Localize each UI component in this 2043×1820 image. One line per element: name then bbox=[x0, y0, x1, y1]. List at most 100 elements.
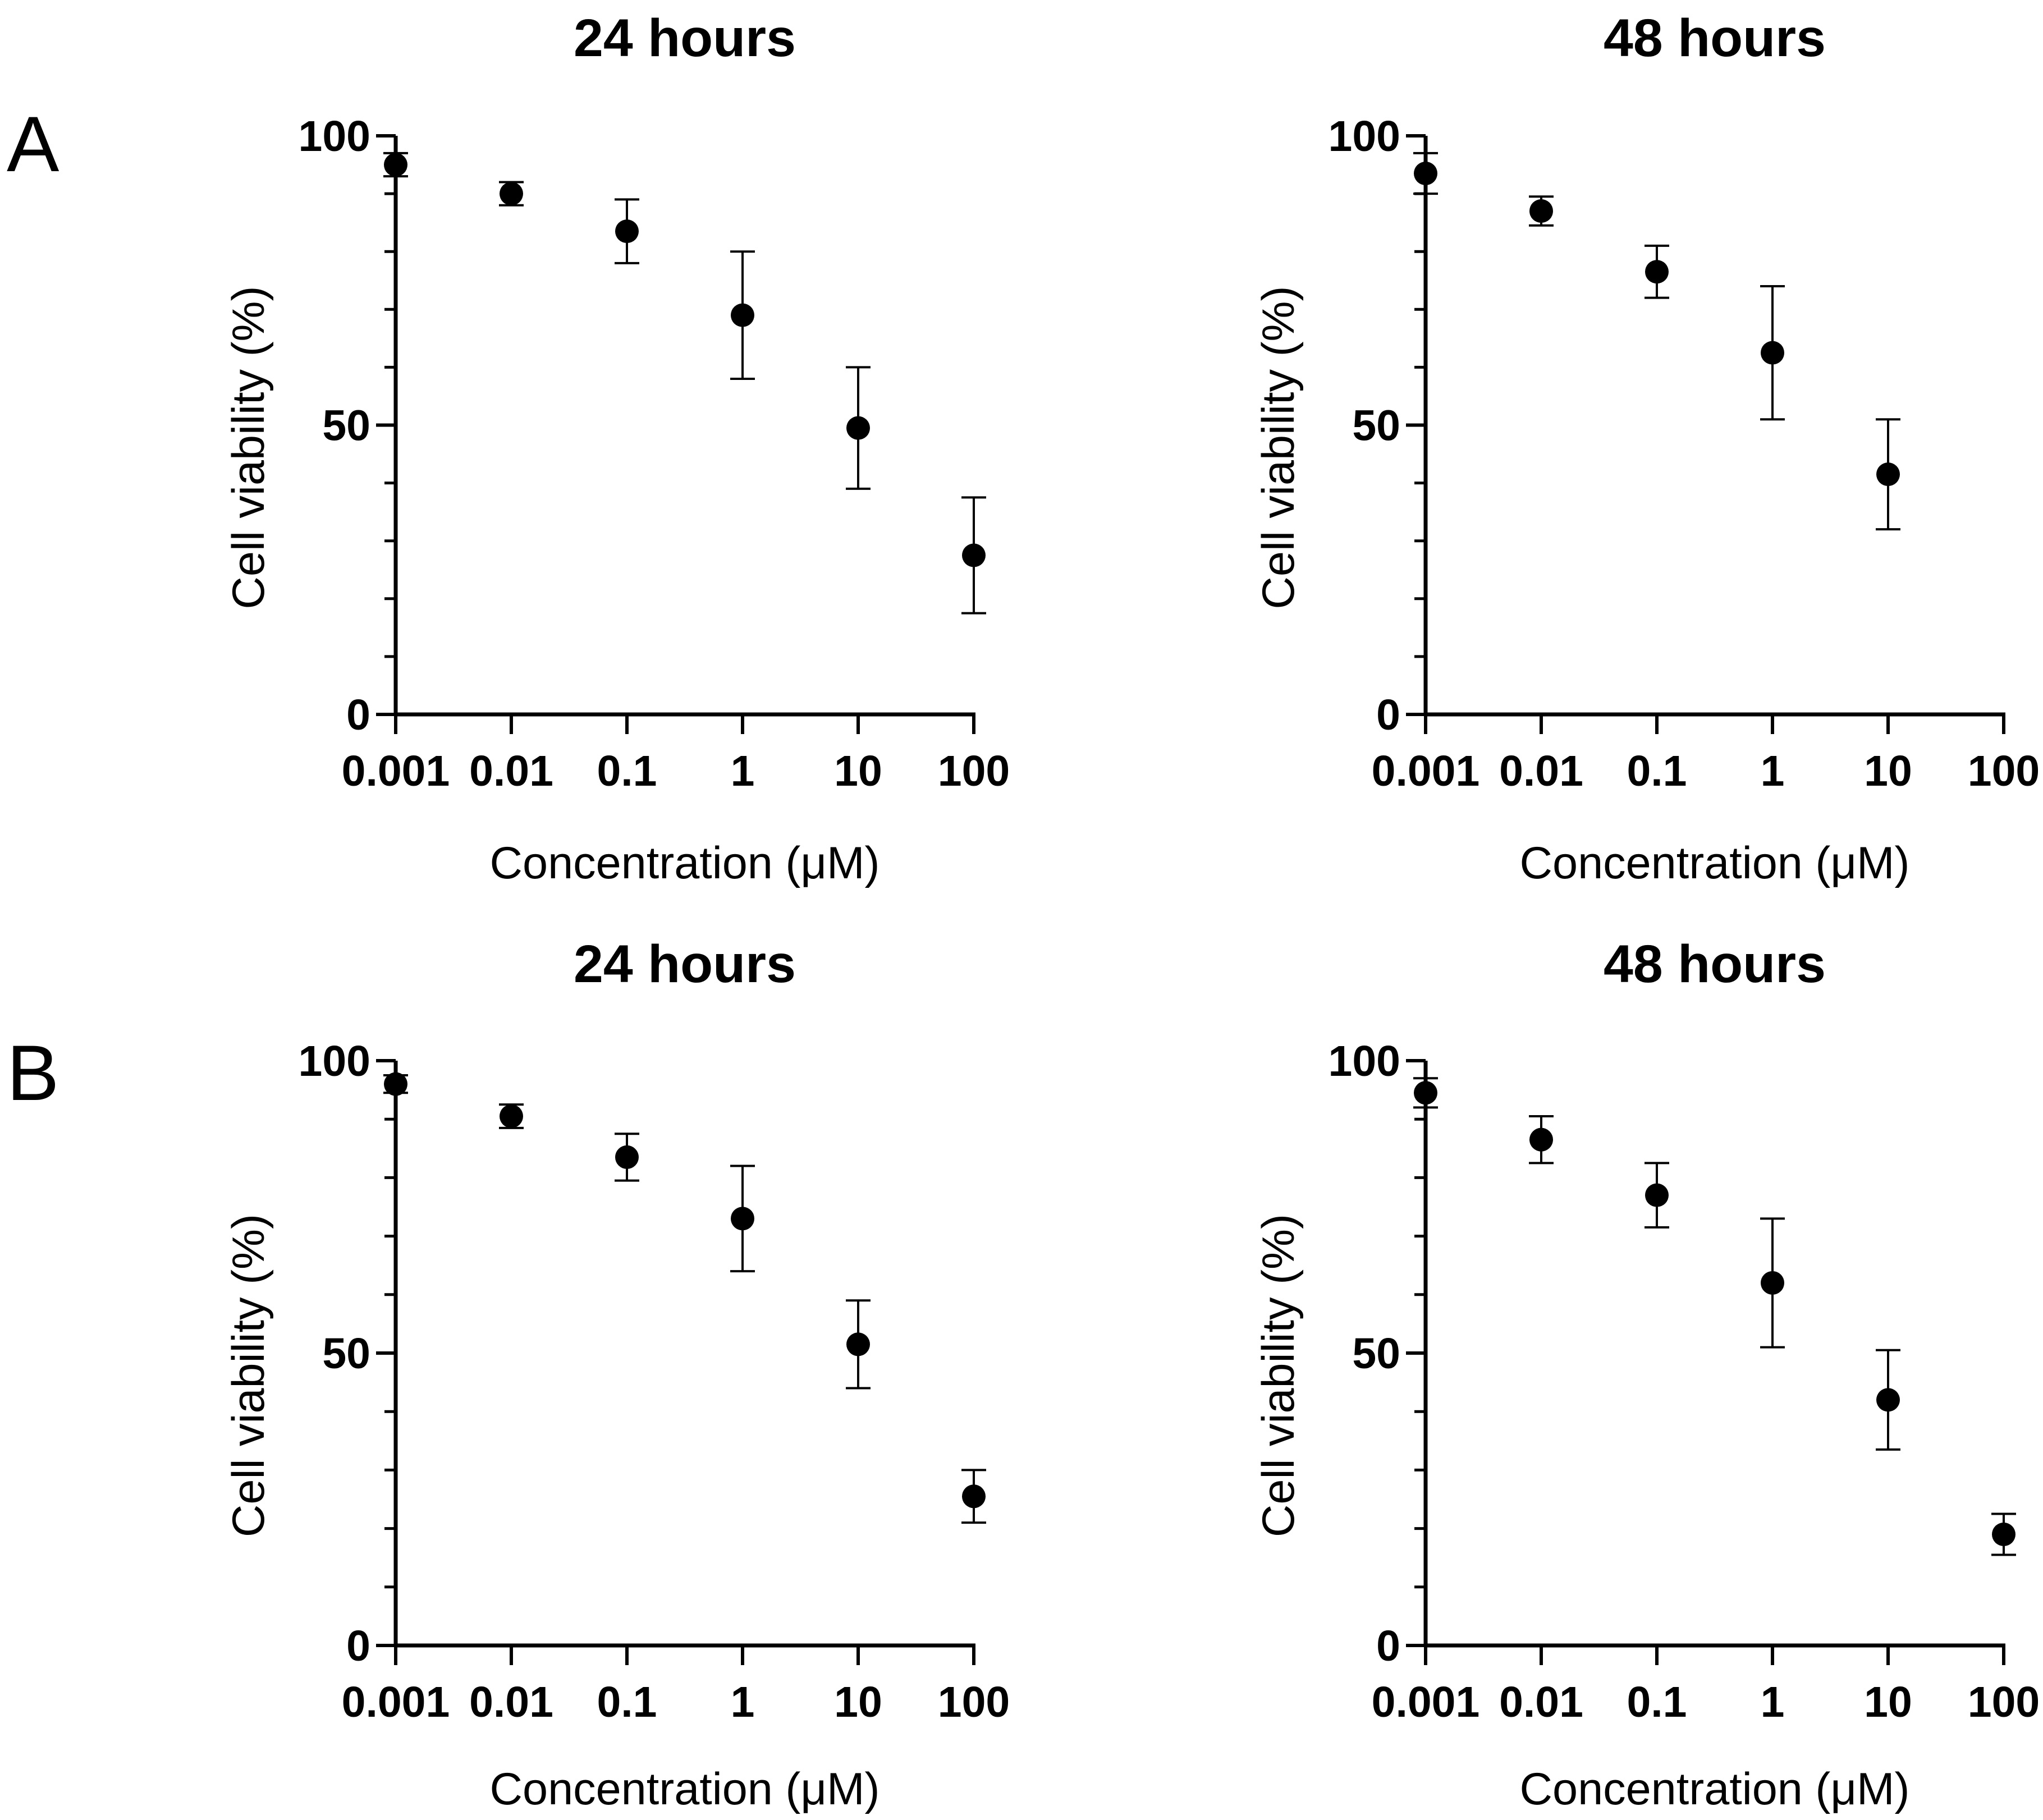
data-point-group bbox=[1876, 418, 1900, 531]
y-axis-label: Cell viability (%) bbox=[223, 286, 274, 609]
x-tick-label: 10 bbox=[834, 1678, 882, 1726]
data-point-group bbox=[1413, 152, 1438, 195]
x-tick-label: 0.01 bbox=[469, 747, 553, 795]
data-point bbox=[1761, 341, 1784, 365]
data-point bbox=[615, 1145, 639, 1169]
y-axis-label: Cell viability (%) bbox=[1253, 1214, 1304, 1537]
x-tick-label: 10 bbox=[834, 747, 882, 795]
y-tick-label: 0 bbox=[1376, 691, 1400, 739]
data-point-group bbox=[383, 1072, 408, 1096]
data-point bbox=[500, 182, 523, 206]
x-axis-label: Concentration (μM) bbox=[490, 1764, 880, 1814]
data-point bbox=[1761, 1271, 1784, 1295]
data-point bbox=[1529, 1127, 1553, 1152]
x-tick-label: 0.01 bbox=[1499, 1678, 1583, 1726]
y-tick-label: 100 bbox=[1329, 112, 1400, 161]
x-axis-label: Concentration (μM) bbox=[1520, 838, 1910, 888]
data-point-group bbox=[1529, 1115, 1554, 1165]
x-tick-label: 1 bbox=[731, 747, 755, 795]
data-point-group bbox=[1876, 1349, 1900, 1451]
y-tick-label: 100 bbox=[299, 112, 370, 161]
data-point-group bbox=[1645, 1162, 1669, 1228]
data-point bbox=[846, 416, 870, 440]
data-point-group bbox=[499, 1103, 524, 1129]
data-point bbox=[1992, 1523, 2015, 1547]
x-tick-label: 0.001 bbox=[1372, 1678, 1480, 1726]
data-point bbox=[1876, 462, 1900, 487]
data-point bbox=[962, 543, 986, 567]
data-point bbox=[1414, 1081, 1437, 1105]
data-point bbox=[731, 1207, 754, 1231]
data-point-group bbox=[961, 1469, 986, 1524]
data-point-group bbox=[383, 152, 408, 178]
x-tick-label: 0.001 bbox=[342, 1678, 450, 1726]
data-point-group bbox=[1413, 1077, 1438, 1109]
data-point bbox=[962, 1484, 986, 1509]
y-tick-label: 100 bbox=[1329, 1037, 1400, 1085]
x-tick-label: 0.01 bbox=[469, 1678, 553, 1726]
chart-title: 24 hours bbox=[574, 934, 796, 994]
y-tick-label: 50 bbox=[1352, 402, 1400, 450]
chart-3: 24 hours 0 50 100 0.001 0.01 0.1 1 10 100 Concentr… bbox=[223, 934, 1010, 1814]
data-point bbox=[384, 1072, 407, 1096]
x-tick-label: 1 bbox=[1761, 747, 1785, 795]
data-point bbox=[500, 1104, 523, 1128]
x-tick-label: 100 bbox=[1968, 747, 2040, 795]
data-point bbox=[1414, 162, 1437, 186]
y-tick-label: 0 bbox=[1376, 1622, 1400, 1670]
chart-title: 48 hours bbox=[1604, 8, 1826, 68]
data-point-group bbox=[846, 366, 871, 490]
panel-label-b: B bbox=[7, 1029, 59, 1117]
data-point-group bbox=[1991, 1512, 2016, 1556]
data-point bbox=[731, 303, 754, 327]
panel-label-a: A bbox=[7, 100, 59, 188]
chart-4: 48 hours 0 50 100 0.001 0.01 0.1 1 10 100 Concentr… bbox=[1253, 934, 2040, 1814]
x-tick-label: 0.1 bbox=[1627, 747, 1687, 795]
y-tick-label: 50 bbox=[322, 1330, 370, 1378]
x-axis-label: Concentration (μM) bbox=[490, 838, 880, 888]
y-axis-label: Cell viability (%) bbox=[1253, 286, 1304, 609]
data-point-group bbox=[1645, 244, 1669, 299]
data-point-group bbox=[499, 181, 524, 207]
data-point-group bbox=[1760, 285, 1785, 421]
data-point-group bbox=[1760, 1217, 1785, 1349]
data-point bbox=[1645, 260, 1669, 284]
y-tick-label: 50 bbox=[1352, 1330, 1400, 1378]
x-tick-label: 100 bbox=[938, 747, 1010, 795]
x-tick-label: 1 bbox=[731, 1678, 755, 1726]
chart-2: 48 hours 0 50 100 0.001 0.01 0.1 1 10 100 Concentr… bbox=[1253, 8, 2040, 888]
data-point bbox=[384, 153, 407, 177]
x-tick-label: 0.01 bbox=[1499, 747, 1583, 795]
x-tick-label: 100 bbox=[1968, 1678, 2040, 1726]
data-point bbox=[1529, 199, 1553, 223]
x-tick-label: 1 bbox=[1761, 1678, 1785, 1726]
data-point-group bbox=[615, 198, 639, 264]
data-point bbox=[1645, 1183, 1669, 1207]
y-axis-label: Cell viability (%) bbox=[223, 1214, 274, 1537]
data-point bbox=[1876, 1388, 1900, 1412]
y-tick-label: 0 bbox=[346, 691, 370, 739]
x-tick-label: 0.1 bbox=[597, 1678, 657, 1726]
chart-1: 24 hours 0 50 100 0.001 0.01 0.1 1 10 100 Concentr… bbox=[223, 8, 1010, 888]
chart-title: 48 hours bbox=[1604, 934, 1826, 994]
chart-title: 24 hours bbox=[574, 8, 796, 68]
data-point-group bbox=[730, 250, 755, 380]
data-point bbox=[846, 1332, 870, 1356]
x-tick-label: 0.1 bbox=[1627, 1678, 1687, 1726]
y-tick-label: 100 bbox=[299, 1037, 370, 1085]
data-point-group bbox=[730, 1165, 755, 1273]
x-tick-label: 10 bbox=[1864, 1678, 1912, 1726]
y-tick-label: 50 bbox=[322, 402, 370, 450]
data-point-group bbox=[615, 1133, 639, 1182]
x-tick-label: 100 bbox=[938, 1678, 1010, 1726]
x-tick-label: 0.1 bbox=[597, 747, 657, 795]
data-point-group bbox=[961, 496, 986, 615]
data-point-group bbox=[846, 1299, 871, 1390]
data-point bbox=[615, 219, 639, 244]
x-tick-label: 0.001 bbox=[342, 747, 450, 795]
data-point-group bbox=[1529, 195, 1554, 227]
x-tick-label: 10 bbox=[1864, 747, 1912, 795]
x-axis-label: Concentration (μM) bbox=[1520, 1764, 1910, 1814]
